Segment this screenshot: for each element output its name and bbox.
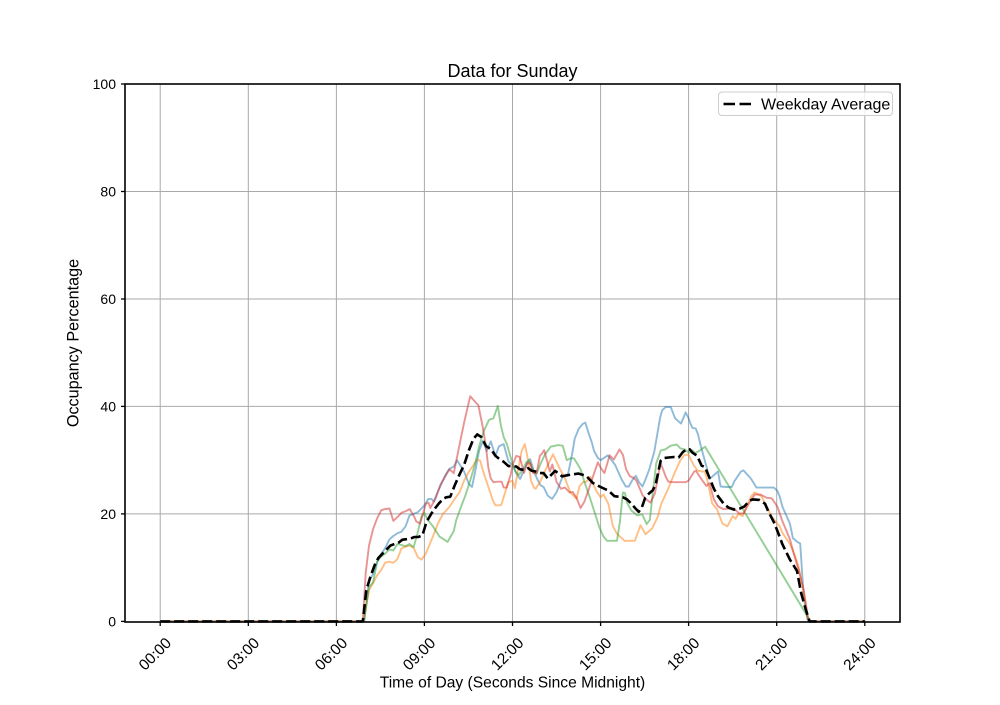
svg-text:Time of Day (Seconds Since Mid: Time of Day (Seconds Since Midnight)	[380, 675, 646, 692]
svg-text:Occupancy Percentage: Occupancy Percentage	[65, 259, 83, 427]
svg-text:100: 100	[93, 76, 117, 92]
svg-text:60: 60	[100, 291, 116, 307]
svg-text:20: 20	[100, 506, 116, 522]
svg-text:40: 40	[100, 398, 116, 414]
svg-text:Weekday Average: Weekday Average	[761, 97, 890, 114]
svg-text:0: 0	[108, 613, 116, 629]
svg-text:80: 80	[100, 184, 116, 200]
svg-text:Data for Sunday: Data for Sunday	[447, 61, 577, 81]
